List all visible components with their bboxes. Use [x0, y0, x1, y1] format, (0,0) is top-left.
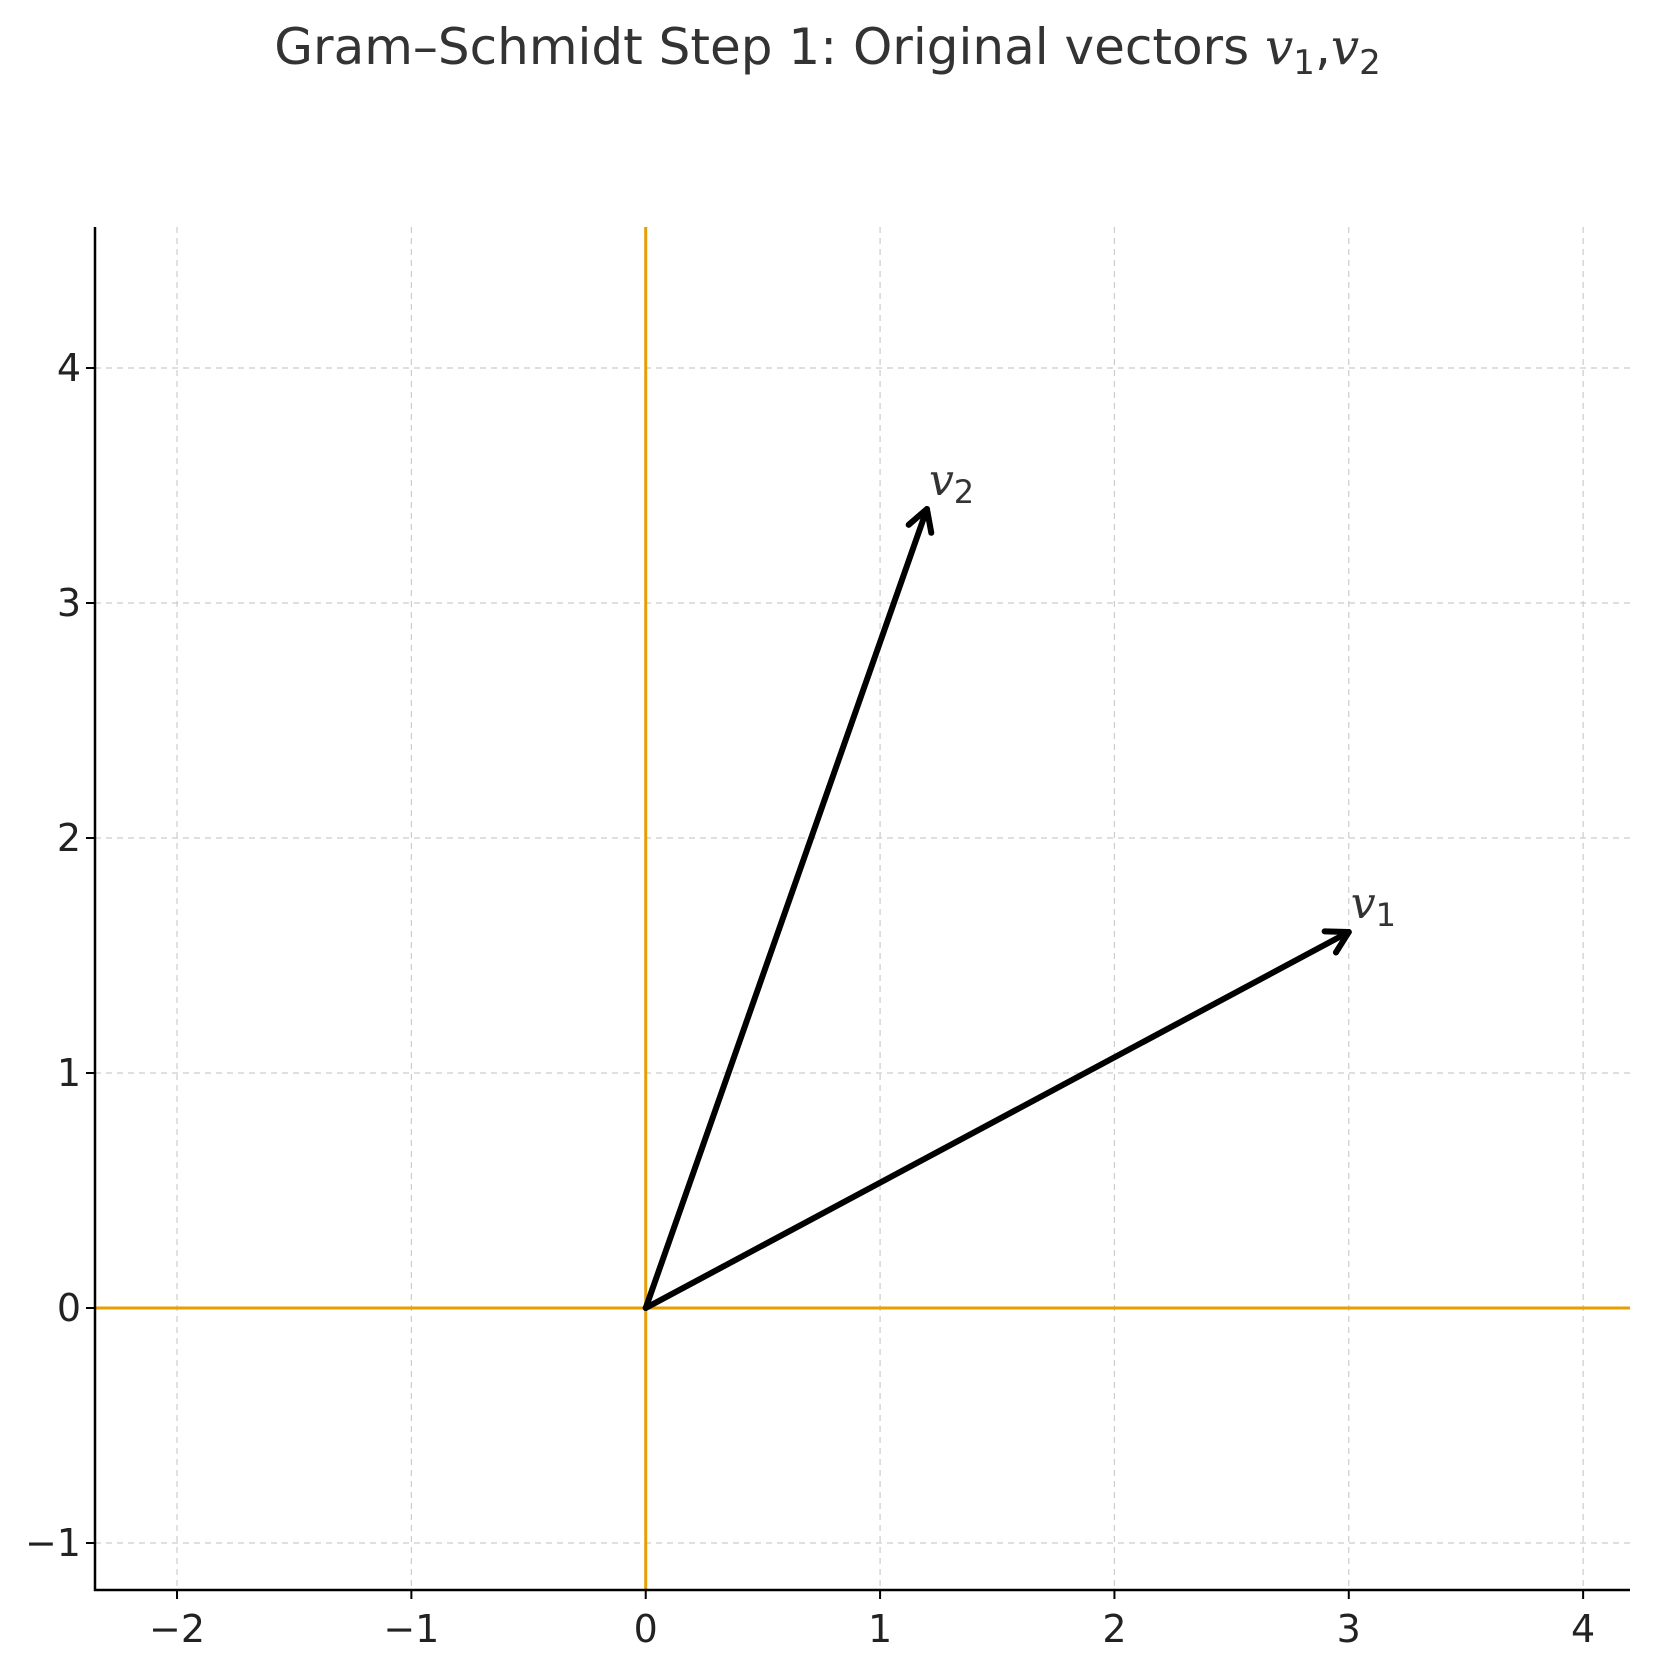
- chart-title-v1: v1: [1265, 18, 1315, 83]
- y-tick-label: 1: [57, 1051, 81, 1095]
- vector-label-v2: v2: [929, 455, 974, 511]
- chart-title-text: Gram–Schmidt Step 1: Original vectors: [274, 18, 1266, 76]
- chart-title-separator: ,: [1314, 18, 1331, 76]
- x-tick-label: 2: [1102, 1607, 1126, 1651]
- vector-labels: v1 v2: [929, 455, 1396, 934]
- y-tick-label: 2: [57, 816, 81, 860]
- x-tick-label: 4: [1571, 1607, 1595, 1651]
- axis-ticks: −2 −1 0 1 2 3 4 −1 0 1 2 3 4: [25, 346, 1595, 1651]
- chart-title-v2: v2: [1330, 18, 1381, 83]
- grid-lines: [95, 227, 1630, 1590]
- chart-title: Gram–Schmidt Step 1: Original vectors v1…: [0, 18, 1655, 83]
- y-tick-label: 4: [57, 346, 81, 390]
- x-tick-label: −1: [383, 1607, 439, 1651]
- vector-label-v1: v1: [1351, 878, 1396, 934]
- x-tick-label: −2: [149, 1607, 205, 1651]
- x-tick-label: 3: [1337, 1607, 1361, 1651]
- zero-axis-lines: [95, 227, 1630, 1590]
- vector-arrow-v1: [642, 928, 1352, 1311]
- y-tick-label: 3: [57, 581, 81, 625]
- vector-arrow-v2: [642, 506, 935, 1311]
- y-tick-label: 0: [57, 1286, 81, 1330]
- vectors: [642, 506, 1352, 1311]
- y-tick-label: −1: [25, 1521, 81, 1565]
- x-tick-label: 1: [868, 1607, 892, 1651]
- plot-spines: [93, 227, 1630, 1592]
- x-tick-label: 0: [634, 1607, 658, 1651]
